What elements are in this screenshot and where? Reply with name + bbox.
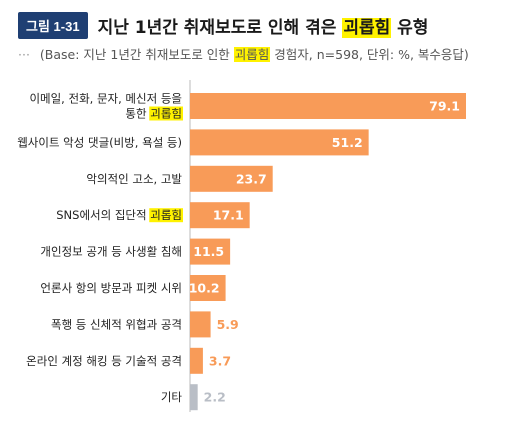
figure-header: 그림 1-31 지난 1년간 취재보도로 인해 겪은 괴롭힘 유형 (18, 12, 428, 39)
label-highlight-3 (149, 208, 183, 223)
bar-2 (190, 165, 273, 192)
data-label-6: 5.9 (217, 317, 239, 332)
label-highlight-0 (149, 106, 183, 121)
data-label-5: 10.2 (189, 281, 220, 296)
bar-8 (190, 384, 198, 411)
bar-7 (190, 347, 203, 374)
subtitle-highlight: 괴롭힘 (233, 47, 271, 62)
category-label-2-line-0: 악의적인 고소, 고발 (86, 172, 182, 186)
subtitle-post: 경험자, n=598, 단위: %, 복수응답) (270, 47, 469, 62)
subtitle-pre: (Base: 지난 1년간 취재보도로 인한 (39, 47, 234, 62)
chart-subtitle: ··· (Base: 지난 1년간 취재보도로 인한 괴롭힘 경험자, n=598… (18, 44, 469, 63)
data-label-8: 2.2 (204, 390, 226, 405)
bar-0 (190, 93, 466, 119)
data-label-2: 23.7 (236, 171, 267, 186)
bar-4 (190, 238, 231, 265)
figure-badge: 그림 1-31 (18, 12, 88, 39)
category-label-6-line-0: 폭행 등 신체적 위협과 공격 (51, 317, 182, 331)
data-label-7: 3.7 (209, 353, 231, 368)
category-label-8-line-0: 기타 (161, 390, 183, 404)
category-label-0-line-0: 이메일, 전화, 문자, 메신저 등을 (29, 92, 182, 106)
bar-6 (190, 311, 211, 338)
category-label-3-line-0: SNS에서의 집단적 괴롭힘 (56, 208, 182, 222)
chart-title-highlight: 괴롭힘 (342, 18, 392, 38)
category-label-0-line-1: 통한 괴롭힘 (125, 107, 182, 121)
data-label-1: 51.2 (332, 135, 363, 150)
chart-title-pre: 지난 1년간 취재보도로 인해 겪은 (97, 18, 343, 38)
data-label-3: 17.1 (213, 208, 244, 223)
bar-3 (190, 202, 250, 229)
category-label-1-line-0: 웹사이트 악성 댓글(비방, 욕설 등) (17, 135, 182, 149)
data-label-4: 11.5 (193, 244, 224, 259)
subtitle-dots: ··· (18, 47, 30, 62)
category-label-5-line-0: 언론사 항의 방문과 피켓 시위 (40, 281, 182, 295)
chart-title-post: 유형 (391, 18, 429, 38)
bar-5 (190, 275, 226, 301)
data-label-0: 79.1 (429, 99, 460, 114)
chart-title: 지난 1년간 취재보도로 인해 겪은 괴롭힘 유형 (97, 13, 429, 38)
category-label-7-line-0: 온라인 계정 해킹 등 기술적 공격 (26, 354, 182, 368)
bar-1 (190, 129, 369, 156)
category-label-4-line-0: 개인정보 공개 등 사생활 침해 (40, 245, 182, 259)
